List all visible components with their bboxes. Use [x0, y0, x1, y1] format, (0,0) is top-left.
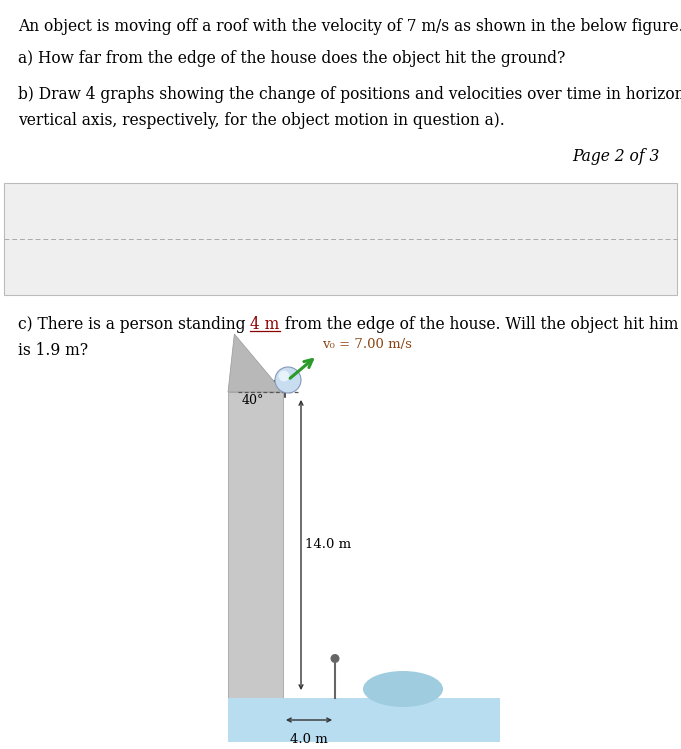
Text: b) Draw 4 graphs showing the change of positions and velocities over time in hor: b) Draw 4 graphs showing the change of p…	[18, 86, 681, 103]
Text: vertical axis, respectively, for the object motion in question a).: vertical axis, respectively, for the obj…	[18, 112, 505, 129]
Circle shape	[279, 371, 289, 381]
Text: v₀ = 7.00 m/s: v₀ = 7.00 m/s	[322, 338, 412, 351]
Circle shape	[275, 367, 301, 393]
Bar	[228, 392, 283, 698]
Text: a) How far from the edge of the house does the object hit the ground?: a) How far from the edge of the house do…	[18, 50, 565, 67]
Text: 40°: 40°	[242, 394, 264, 407]
Text: An object is moving off a roof with the velocity of 7 m/s as shown in the below : An object is moving off a roof with the …	[18, 18, 681, 35]
Text: Page 2 of 3: Page 2 of 3	[573, 148, 660, 165]
Text: c) There is a person standing: c) There is a person standing	[18, 316, 251, 333]
Circle shape	[330, 654, 340, 663]
Text: from the edge of the house. Will the object hit him given his height: from the edge of the house. Will the obj…	[280, 316, 681, 333]
Text: 4.0 m: 4.0 m	[290, 733, 328, 746]
Ellipse shape	[363, 671, 443, 707]
Bar	[4, 183, 677, 295]
Text: 4 m: 4 m	[251, 316, 280, 333]
Bar	[228, 698, 500, 742]
Text: is 1.9 m?: is 1.9 m?	[18, 342, 88, 359]
Text: 14.0 m: 14.0 m	[305, 539, 351, 551]
Polygon shape	[228, 334, 283, 392]
